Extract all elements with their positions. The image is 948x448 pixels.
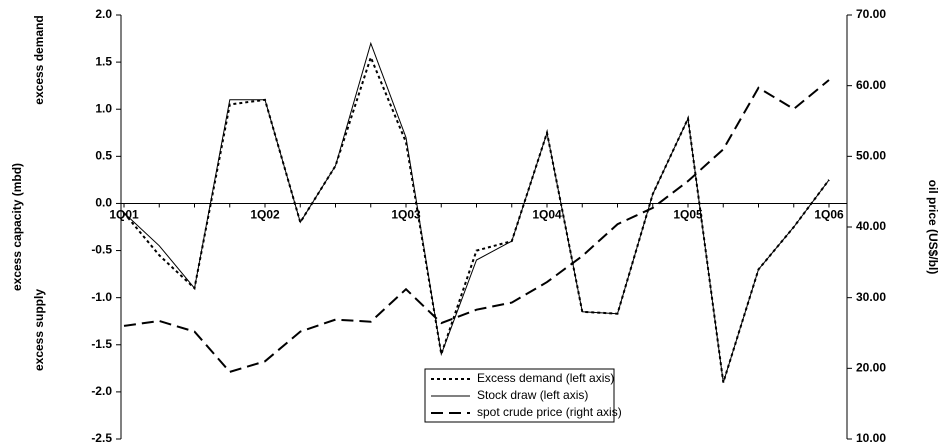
y2-tick-label: 30.00 [856, 290, 886, 304]
y-axis-title: excess capacity (mbd) [10, 163, 24, 291]
y2-tick-label: 70.00 [856, 7, 886, 21]
legend-label: spot crude price (right axis) [477, 405, 622, 419]
x-tick-label: 1Q03 [391, 208, 421, 222]
series-line [123, 41, 830, 383]
x-tick-label: 1Q04 [532, 208, 562, 222]
y2-tick-label: 20.00 [856, 361, 886, 375]
y-axis-lower-label: excess supply [32, 289, 46, 371]
y2-tick-label: 60.00 [856, 78, 886, 92]
legend: Excess demand (left axis) Stock draw (lef… [424, 368, 622, 423]
y2-axis-title: oil price (US$/bl) [926, 180, 940, 275]
series-line [123, 54, 830, 383]
y-axis-upper-label: excess demand [32, 15, 46, 104]
x-tick-label: 1Q05 [673, 208, 703, 222]
legend-label: Stock draw (left axis) [477, 388, 588, 402]
y-tick-label: -1.0 [91, 290, 112, 304]
y-tick-label: -0.5 [91, 243, 112, 257]
y-tick-label: -2.5 [91, 431, 112, 445]
y-tick-label: -1.5 [91, 337, 112, 351]
y2-tick-label: 40.00 [856, 219, 886, 233]
y-tick-label: 0.5 [95, 149, 112, 163]
y2-tick-label: 50.00 [856, 149, 886, 163]
y-tick-label: 0.0 [95, 196, 112, 210]
y-tick-label: 2.0 [95, 7, 112, 21]
series-line [123, 79, 830, 374]
legend-label: Excess demand (left axis) [477, 371, 614, 385]
x-tick-label: 1Q02 [250, 208, 280, 222]
y-tick-label: 1.0 [95, 101, 112, 115]
y-tick-label: 1.5 [95, 54, 112, 68]
y2-tick-label: 10.00 [856, 431, 886, 445]
x-tick-label: 1Q06 [814, 208, 844, 222]
y-tick-label: -2.0 [91, 384, 112, 398]
